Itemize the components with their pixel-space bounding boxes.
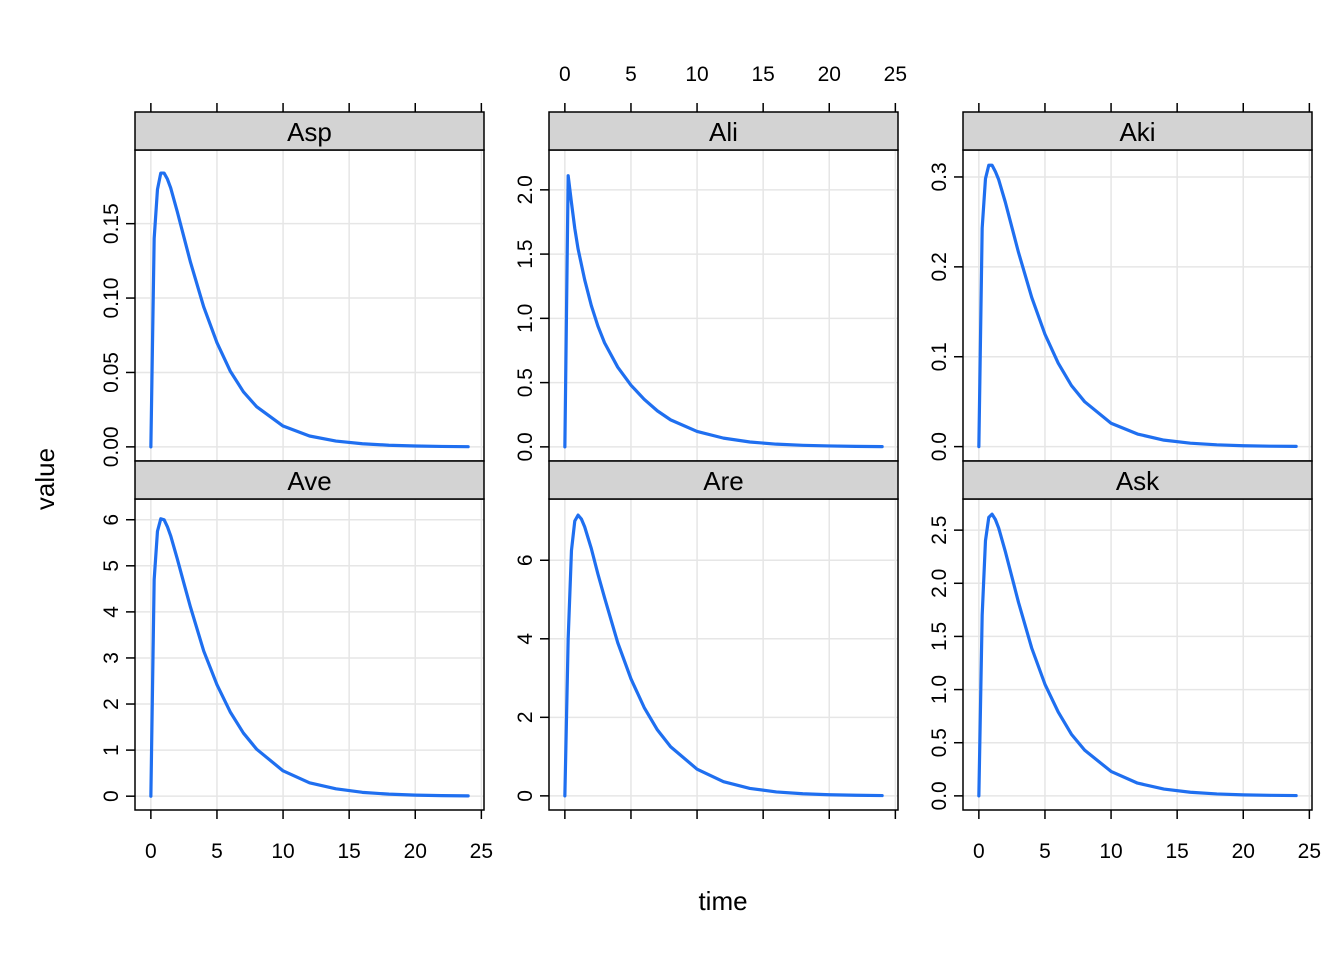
panel-ali: Ali 0.0 0.5 1.0 1.5 2.0 — [514, 111, 899, 462]
y-tick-label: 0.5 — [928, 728, 951, 757]
strip-label-are: Are — [703, 466, 743, 496]
x-tick-label: 5 — [625, 63, 637, 86]
x-tick-label: 25 — [884, 63, 907, 86]
strip-label-asp: Asp — [287, 117, 332, 147]
y-tick-label: 0.3 — [928, 162, 951, 191]
y-tick-label: 1 — [100, 744, 123, 756]
y-tick-label: 0.0 — [928, 432, 951, 461]
x-axis-top-col-1: 0 5 10 15 20 25 — [559, 63, 907, 112]
strip-label-ave: Ave — [287, 466, 331, 496]
x-tick-label: 10 — [271, 840, 294, 863]
y-tick-label: 4 — [100, 606, 123, 618]
x-tick-label: 5 — [1039, 840, 1051, 863]
y-tick-label: 6 — [514, 554, 537, 566]
y-tick-label: 0.5 — [514, 368, 537, 397]
y-tick-label: 0.15 — [100, 203, 123, 244]
panel-border — [134, 498, 485, 811]
panel-border — [548, 498, 899, 811]
strip-label-aki: Aki — [1119, 117, 1155, 147]
x-tick-label: 25 — [1298, 840, 1321, 863]
y-tick-label: 0.05 — [100, 352, 123, 393]
panel-border — [134, 149, 485, 462]
strip-background — [134, 460, 485, 500]
panel-border — [548, 149, 899, 462]
y-tick-label: 1.0 — [514, 304, 537, 333]
y-tick-label: 0.10 — [100, 278, 123, 319]
panel-border — [962, 149, 1313, 462]
y-tick-label: 0.1 — [928, 342, 951, 371]
x-axis-title: time — [698, 886, 747, 916]
panels-layer: Asp0.000.050.100.15Ali0.00.51.01.52.0Aki… — [100, 111, 1313, 811]
y-tick-label: 3 — [100, 652, 123, 664]
x-tick-label: 0 — [145, 840, 157, 863]
strip-label-ali: Ali — [709, 117, 738, 147]
x-axis-top-col-0 — [150, 103, 483, 112]
y-tick-label: 6 — [100, 514, 123, 526]
strip-background — [548, 111, 899, 151]
panel-ave: Ave 0 1 2 3 4 5 6 — [100, 460, 485, 811]
x-axis-bottom-col-2: 0 5 10 15 20 25 — [973, 810, 1321, 863]
x-tick-label: 20 — [1232, 840, 1255, 863]
series-line-ask — [977, 512, 1298, 798]
strip-background — [962, 111, 1313, 151]
strip-background — [548, 460, 899, 500]
x-tick-label: 15 — [337, 840, 360, 863]
x-tick-label: 20 — [818, 63, 841, 86]
x-tick-label: 20 — [404, 840, 427, 863]
y-tick-label: 5 — [100, 560, 123, 572]
y-tick-label: 0.2 — [928, 252, 951, 281]
strip-background — [134, 111, 485, 151]
panel-border — [962, 498, 1313, 811]
strip-background — [962, 460, 1313, 500]
y-tick-label: 0 — [100, 790, 123, 802]
panel-aki: Aki 0.0 0.1 0.2 0.3 — [928, 111, 1313, 462]
y-tick-label: 1.5 — [514, 239, 537, 268]
y-tick-label: 2.5 — [928, 516, 951, 545]
x-axis-top-col-2 — [978, 103, 1311, 112]
x-tick-label: 10 — [685, 63, 708, 86]
x-axis-bottom-col-1 — [564, 810, 897, 819]
y-tick-label: 1.5 — [928, 622, 951, 651]
panel-are: Are 0 2 4 6 — [514, 460, 899, 811]
strip-label-ask: Ask — [1116, 466, 1160, 496]
series-line-are — [563, 513, 884, 798]
series-line-ali — [563, 174, 884, 449]
y-tick-label: 0 — [514, 790, 537, 802]
x-tick-label: 25 — [470, 840, 493, 863]
x-axis-bottom-col-0: 0 5 10 15 20 25 — [145, 810, 493, 863]
y-axis-title: value — [30, 448, 60, 510]
y-tick-label: 2 — [514, 711, 537, 723]
x-tick-label: 10 — [1099, 840, 1122, 863]
y-tick-label: 0.0 — [514, 432, 537, 461]
x-tick-label: 0 — [559, 63, 571, 86]
y-tick-label: 0.00 — [100, 426, 123, 467]
x-tick-label: 0 — [973, 840, 985, 863]
panel-ask: Ask 0.0 0.5 1.0 1.5 2.0 2.5 — [928, 460, 1313, 811]
y-tick-label: 0.0 — [928, 781, 951, 810]
series-line-aki — [977, 163, 1298, 449]
series-line-ave — [149, 517, 470, 798]
x-tick-label: 5 — [211, 840, 223, 863]
y-tick-label: 2.0 — [928, 569, 951, 598]
y-tick-label: 4 — [514, 633, 537, 645]
series-line-asp — [149, 171, 470, 449]
y-tick-label: 2 — [100, 698, 123, 710]
x-tick-label: 15 — [1165, 840, 1188, 863]
x-tick-label: 15 — [751, 63, 774, 86]
panel-asp: Asp 0.00 0.05 0.10 0.15 — [100, 111, 485, 467]
y-tick-label: 1.0 — [928, 675, 951, 704]
outer-axes-layer: 0 5 10 15 20 250 5 10 15 20 250 5 10 15 20 25 — [145, 63, 1321, 863]
y-tick-label: 2.0 — [514, 175, 537, 204]
